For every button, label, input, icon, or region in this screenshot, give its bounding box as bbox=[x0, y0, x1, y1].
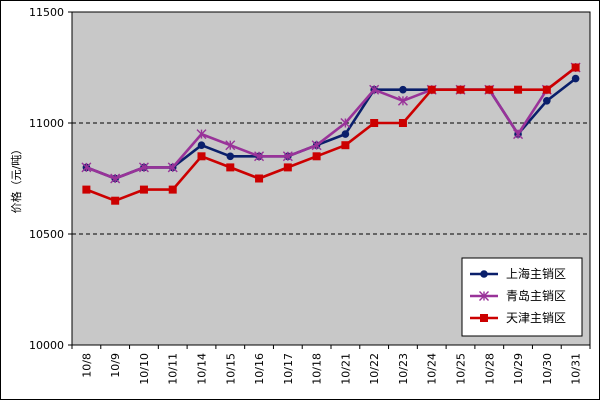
x-tick-label: 10/18 bbox=[311, 353, 324, 385]
x-tick-label: 10/15 bbox=[224, 353, 237, 385]
x-tick-label: 10/22 bbox=[368, 353, 381, 385]
data-point bbox=[197, 141, 206, 149]
x-tick-label: 10/28 bbox=[483, 353, 496, 385]
grid-lines bbox=[72, 122, 590, 235]
data-point bbox=[485, 85, 494, 94]
series-line bbox=[85, 66, 577, 202]
data-point bbox=[81, 162, 92, 173]
legend-marker bbox=[480, 314, 488, 322]
legend-label: 青岛主销区 bbox=[506, 288, 566, 303]
data-point bbox=[197, 152, 206, 161]
data-point bbox=[196, 129, 207, 140]
x-tick-label: 10/11 bbox=[167, 353, 180, 385]
legend-label: 天津主销区 bbox=[506, 311, 566, 325]
legend-item: 上海主销区 bbox=[470, 266, 566, 281]
series-line bbox=[85, 66, 577, 180]
x-tick-label: 10/8 bbox=[80, 353, 93, 378]
data-point bbox=[399, 85, 407, 94]
data-point bbox=[226, 163, 235, 172]
legend-marker bbox=[480, 270, 488, 278]
data-point bbox=[255, 174, 264, 183]
y-tick-label: 10500 bbox=[29, 228, 64, 241]
x-tick-label: 10/17 bbox=[282, 353, 295, 385]
y-axis-label: 价格（元/吨） bbox=[9, 144, 23, 214]
data-point bbox=[168, 185, 177, 194]
series-3 bbox=[82, 63, 580, 205]
data-point bbox=[312, 152, 321, 161]
data-point bbox=[397, 95, 408, 106]
x-axis-ticks: 10/8 10/9 10/10 10/11 10/14 10/15 10/16 10/17 10… bbox=[71, 345, 591, 385]
data-point bbox=[254, 151, 265, 162]
data-point bbox=[110, 173, 121, 184]
data-point bbox=[82, 185, 91, 194]
y-axis-ticks: 10000 10500 11000 11500 bbox=[29, 6, 72, 352]
data-point bbox=[341, 130, 350, 138]
data-point bbox=[369, 84, 380, 95]
data-point bbox=[138, 162, 149, 173]
legend-label: 上海主销区 bbox=[506, 266, 566, 281]
data-point bbox=[226, 152, 235, 161]
data-point bbox=[282, 151, 293, 162]
data-point bbox=[514, 85, 523, 94]
data-point bbox=[427, 85, 436, 94]
data-point bbox=[398, 119, 407, 127]
legend-item: 天津主销区 bbox=[470, 311, 566, 325]
data-point bbox=[283, 163, 292, 172]
data-point bbox=[139, 185, 148, 194]
data-point bbox=[513, 129, 524, 140]
x-tick-label: 10/16 bbox=[253, 353, 266, 385]
x-tick-label: 10/21 bbox=[339, 353, 352, 385]
y-tick-label: 11000 bbox=[29, 117, 64, 130]
x-tick-label: 10/29 bbox=[512, 353, 525, 385]
series-group bbox=[81, 62, 581, 205]
legend-item: 青岛主销区 bbox=[470, 288, 566, 303]
legend-marker bbox=[479, 291, 489, 301]
data-point bbox=[571, 74, 580, 83]
x-tick-label: 10/31 bbox=[570, 353, 583, 385]
y-tick-label: 10000 bbox=[29, 339, 64, 352]
data-point bbox=[543, 97, 551, 105]
x-tick-label: 10/14 bbox=[196, 353, 209, 385]
data-point bbox=[341, 141, 350, 150]
data-point bbox=[340, 118, 351, 128]
data-point bbox=[111, 196, 120, 205]
data-point bbox=[542, 85, 551, 94]
data-point bbox=[571, 63, 580, 72]
data-point bbox=[311, 140, 322, 151]
data-point bbox=[456, 85, 465, 94]
data-point bbox=[370, 119, 379, 127]
data-point bbox=[167, 162, 178, 173]
x-tick-label: 10/10 bbox=[138, 353, 151, 385]
x-tick-label: 10/30 bbox=[541, 353, 554, 385]
y-tick-label: 11500 bbox=[29, 6, 64, 19]
data-point bbox=[225, 140, 236, 151]
x-tick-label: 10/9 bbox=[109, 353, 122, 378]
x-tick-label: 10/24 bbox=[426, 353, 439, 385]
x-tick-label: 10/25 bbox=[455, 353, 468, 385]
x-tick-label: 10/23 bbox=[397, 353, 410, 385]
